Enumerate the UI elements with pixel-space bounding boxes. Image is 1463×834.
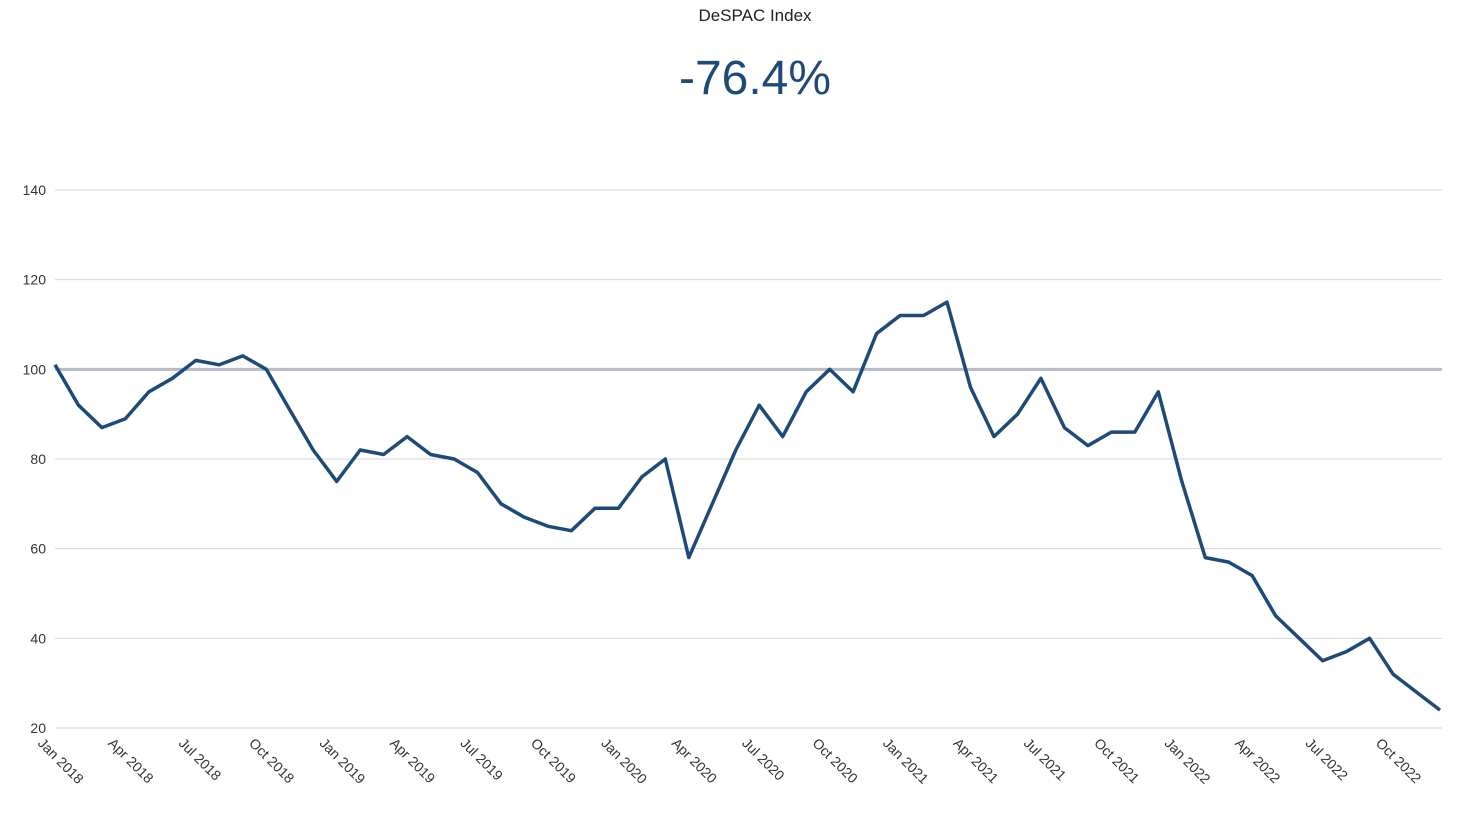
x-tick-label: Jul 2022 (1303, 735, 1352, 784)
x-tick-label: Jan 2018 (35, 735, 87, 787)
x-tick-label: Jul 2018 (176, 735, 225, 784)
x-tick-label: Apr 2018 (105, 735, 157, 787)
x-tick-label: Oct 2018 (246, 735, 298, 787)
line (53, 300, 1442, 712)
x-tick-label: Jul 2021 (1021, 735, 1070, 784)
x-tick-label: Jan 2020 (598, 735, 650, 787)
x-tick-label: Jul 2019 (457, 735, 506, 784)
x-tick-label: Oct 2022 (1373, 735, 1425, 787)
x-tick-label: Apr 2019 (387, 735, 439, 787)
x-tick-label: Apr 2020 (669, 735, 721, 787)
chart-title: DeSPAC Index (698, 6, 812, 25)
x-tick-label: Apr 2021 (950, 735, 1002, 787)
y-tick-label: 140 (23, 182, 47, 198)
x-tick-label: Apr 2022 (1232, 735, 1284, 787)
y-tick-label: 40 (30, 630, 46, 646)
y-tick-label: 120 (23, 272, 47, 288)
y-tick-label: 100 (23, 361, 47, 377)
x-tick-label: Jul 2020 (739, 735, 788, 784)
x-tick-label: Jan 2021 (880, 735, 932, 787)
y-tick-label: 20 (30, 720, 46, 736)
y-tick-label: 80 (30, 451, 46, 467)
headline: -76.4% (679, 52, 831, 105)
x-tick-label: Jan 2019 (317, 735, 369, 787)
x-tick-label: Jan 2022 (1162, 735, 1214, 787)
x-tick-label: Oct 2020 (810, 735, 862, 787)
x-tick-label: Oct 2021 (1091, 735, 1143, 787)
y-tick-label: 60 (30, 541, 46, 557)
x-tick-label: Oct 2019 (528, 735, 580, 787)
